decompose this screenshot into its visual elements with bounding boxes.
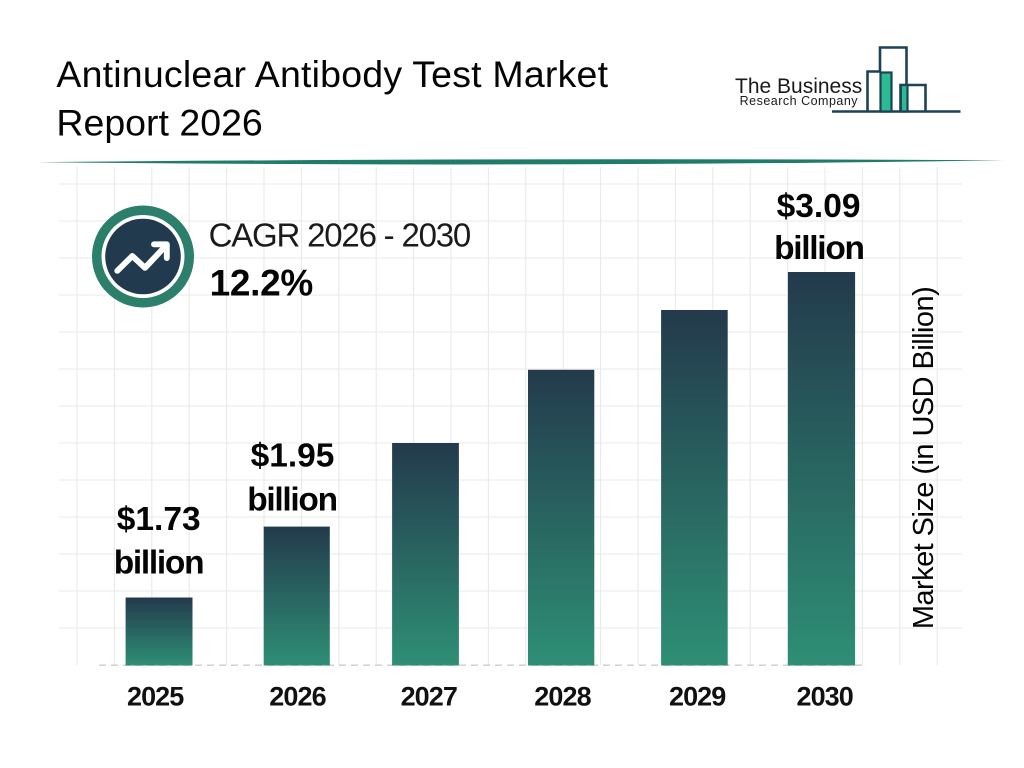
svg-text:2028: 2028 [534, 681, 591, 711]
svg-text:2027: 2027 [401, 681, 457, 711]
svg-text:2029: 2029 [669, 681, 726, 711]
svg-text:The Business: The Business [735, 75, 862, 98]
svg-text:2026: 2026 [269, 681, 326, 711]
svg-text:Market Size (in USD Billion): Market Size (in USD Billion) [908, 287, 940, 629]
svg-text:2030: 2030 [796, 681, 852, 711]
svg-text:Report 2026: Report 2026 [56, 102, 262, 144]
svg-text:12.2%: 12.2% [210, 263, 313, 304]
svg-text:2025: 2025 [127, 681, 184, 711]
svg-text:CAGR 2026 - 2030: CAGR 2026 - 2030 [209, 216, 471, 253]
svg-text:billion: billion [114, 544, 204, 581]
svg-text:$3.09: $3.09 [777, 188, 861, 225]
svg-text:Antinuclear Antibody Test Mark: Antinuclear Antibody Test Market [56, 53, 608, 95]
svg-text:billion: billion [247, 482, 337, 519]
svg-text:billion: billion [774, 230, 864, 267]
svg-text:$1.73: $1.73 [117, 501, 201, 538]
svg-text:$1.95: $1.95 [251, 438, 335, 475]
svg-text:Research Company: Research Company [740, 94, 859, 108]
